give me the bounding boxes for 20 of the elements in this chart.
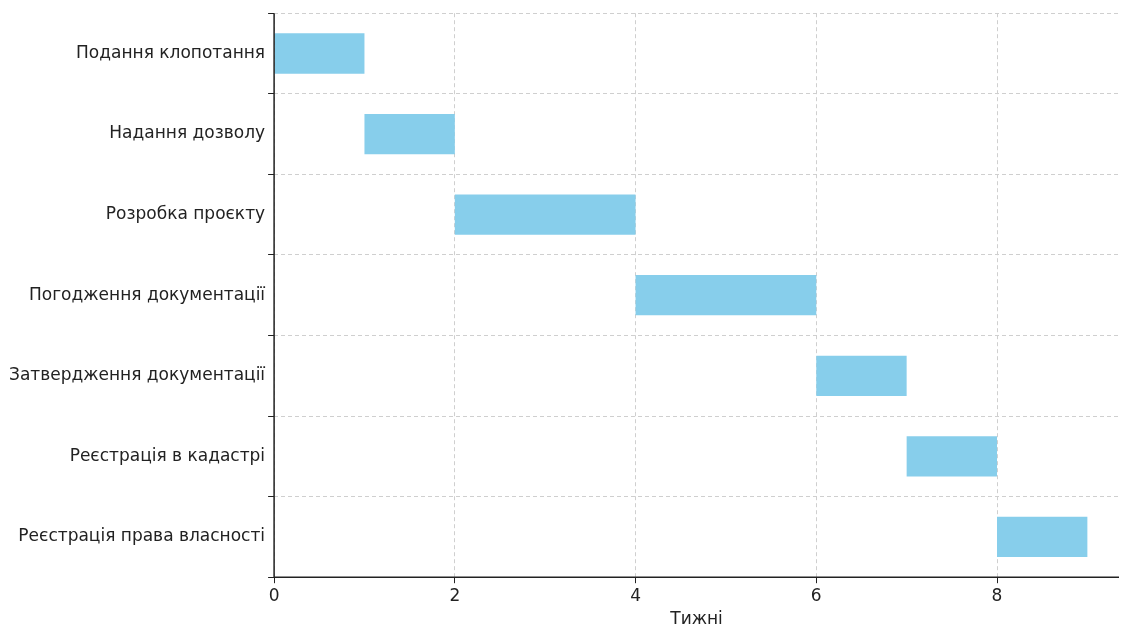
- x-tick-label: 8: [991, 584, 1003, 605]
- y-tick-label: Реєстрація права власності: [18, 525, 266, 546]
- bar: [635, 275, 817, 316]
- bar: [364, 113, 455, 155]
- bar: [454, 194, 636, 235]
- bar: [997, 516, 1088, 558]
- x-tick-label: 6: [810, 584, 822, 605]
- y-tick-label: Подання клопотання: [76, 41, 266, 62]
- x-axis-title: Тижні: [669, 608, 723, 629]
- bar: [274, 33, 365, 74]
- bar: [906, 436, 998, 477]
- x-tick-label: 0: [268, 584, 280, 605]
- y-tick-label: Затвердження документації: [8, 364, 266, 385]
- y-tick-label: Надання дозволу: [109, 122, 266, 143]
- x-tick-label: 2: [449, 584, 461, 605]
- bar: [816, 355, 907, 396]
- y-tick-label: Реєстрація в кадастрі: [69, 444, 266, 465]
- y-tick-label: Погодження документації: [28, 283, 266, 304]
- x-tick-label: 4: [630, 584, 641, 605]
- y-tick-label: Розробка проєкту: [105, 203, 266, 224]
